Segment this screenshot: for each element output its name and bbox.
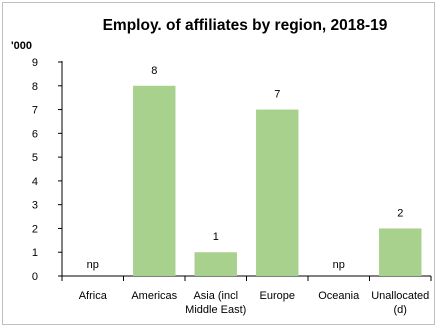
bar	[194, 252, 237, 276]
data-label: np	[333, 259, 345, 271]
x-tick-labels: Africa Americas Asia (incl Middle East) Euro…	[79, 290, 430, 316]
bar	[133, 85, 176, 277]
data-label: 7	[274, 89, 280, 101]
x-tick-label: Africa	[79, 290, 108, 302]
bar	[379, 228, 422, 276]
y-unit-label: '000	[11, 40, 32, 52]
y-tick-label: 2	[32, 223, 38, 235]
x-tick-label: Americas	[131, 290, 177, 302]
y-tick-label: 0	[32, 271, 38, 283]
y-tick-label: 7	[32, 105, 38, 117]
bar	[256, 109, 299, 276]
y-tick-label: 8	[32, 81, 38, 93]
y-tick-label: 9	[32, 57, 38, 69]
x-tick-label: Middle East)	[185, 304, 246, 316]
y-tick-label: 5	[32, 152, 38, 164]
data-labels: np 8 1 7 np 2	[87, 65, 404, 271]
x-tick-label: Europe	[260, 290, 295, 302]
x-tick-label: Oceania	[318, 290, 360, 302]
y-tick-label: 6	[32, 128, 38, 140]
chart-title: Employ. of affiliates by region, 2018-19	[103, 17, 388, 34]
y-tick-label: 4	[32, 176, 38, 188]
y-tick-label: 1	[32, 247, 38, 259]
data-label: 1	[213, 231, 219, 243]
x-tick-label: Asia (incl	[193, 290, 238, 302]
x-tick-label: Unallocated	[371, 290, 429, 302]
y-tick-label: 3	[32, 200, 38, 212]
x-tick-label: (d)	[394, 304, 407, 316]
axes: 0 1 2 3 4 5 6 7 8 9	[32, 57, 432, 283]
data-label: 2	[397, 207, 403, 219]
data-label: np	[87, 259, 99, 271]
data-label: 8	[151, 65, 157, 77]
bars	[133, 85, 422, 277]
